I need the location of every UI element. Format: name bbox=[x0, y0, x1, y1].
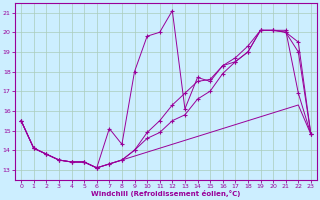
X-axis label: Windchill (Refroidissement éolien,°C): Windchill (Refroidissement éolien,°C) bbox=[91, 190, 241, 197]
